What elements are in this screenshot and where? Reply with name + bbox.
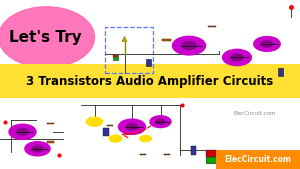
Circle shape xyxy=(172,36,206,55)
FancyBboxPatch shape xyxy=(46,141,54,143)
Circle shape xyxy=(9,124,36,139)
FancyBboxPatch shape xyxy=(164,154,170,155)
Circle shape xyxy=(32,146,43,152)
FancyBboxPatch shape xyxy=(190,146,196,155)
Text: ElecCircuit.com: ElecCircuit.com xyxy=(234,111,276,116)
FancyBboxPatch shape xyxy=(206,150,217,157)
Text: ElecCircuit.com: ElecCircuit.com xyxy=(225,155,291,164)
FancyBboxPatch shape xyxy=(106,125,113,126)
FancyBboxPatch shape xyxy=(103,128,109,136)
Ellipse shape xyxy=(0,7,94,68)
FancyBboxPatch shape xyxy=(206,150,217,163)
Text: Let's Try: Let's Try xyxy=(9,30,82,45)
FancyBboxPatch shape xyxy=(140,154,146,155)
Circle shape xyxy=(150,116,171,128)
FancyBboxPatch shape xyxy=(0,64,300,98)
Circle shape xyxy=(223,49,251,66)
Circle shape xyxy=(254,37,280,51)
Circle shape xyxy=(231,54,243,61)
FancyBboxPatch shape xyxy=(113,55,118,60)
Circle shape xyxy=(109,135,122,142)
Circle shape xyxy=(156,119,165,124)
Polygon shape xyxy=(122,36,127,41)
Circle shape xyxy=(118,119,146,134)
FancyBboxPatch shape xyxy=(278,68,283,76)
FancyBboxPatch shape xyxy=(113,55,118,57)
FancyBboxPatch shape xyxy=(216,150,300,169)
Circle shape xyxy=(182,42,196,50)
Circle shape xyxy=(126,124,138,130)
Circle shape xyxy=(17,129,28,135)
Text: 3 Transistors Audio Amplifier Circuits: 3 Transistors Audio Amplifier Circuits xyxy=(26,75,274,88)
FancyBboxPatch shape xyxy=(146,59,151,66)
FancyBboxPatch shape xyxy=(46,123,54,124)
FancyBboxPatch shape xyxy=(162,39,171,41)
Circle shape xyxy=(140,135,152,142)
Circle shape xyxy=(25,142,50,156)
Circle shape xyxy=(262,41,272,47)
Circle shape xyxy=(86,117,103,126)
FancyBboxPatch shape xyxy=(208,26,216,27)
